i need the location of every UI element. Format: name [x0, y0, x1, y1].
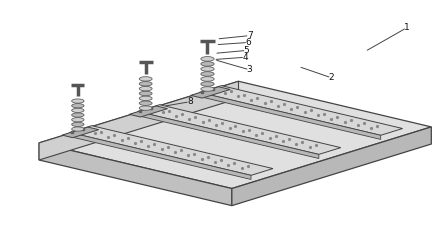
- Text: 7: 7: [247, 31, 252, 40]
- Ellipse shape: [139, 82, 152, 86]
- Text: 6: 6: [245, 38, 251, 47]
- Polygon shape: [39, 143, 232, 206]
- Polygon shape: [70, 126, 273, 175]
- Ellipse shape: [201, 57, 214, 61]
- Text: 3: 3: [247, 65, 252, 74]
- Ellipse shape: [72, 127, 84, 131]
- Ellipse shape: [72, 99, 84, 103]
- Ellipse shape: [72, 108, 84, 112]
- Polygon shape: [232, 127, 431, 206]
- Polygon shape: [39, 81, 239, 160]
- Ellipse shape: [72, 113, 84, 117]
- Text: 1: 1: [404, 23, 410, 32]
- Ellipse shape: [139, 96, 152, 100]
- Ellipse shape: [201, 67, 214, 71]
- Ellipse shape: [139, 101, 152, 105]
- Polygon shape: [70, 132, 251, 179]
- Text: 5: 5: [244, 46, 249, 55]
- Text: 4: 4: [242, 53, 248, 62]
- Ellipse shape: [72, 104, 84, 108]
- Polygon shape: [199, 92, 380, 139]
- Ellipse shape: [72, 122, 84, 127]
- Polygon shape: [138, 105, 341, 154]
- Text: 8: 8: [187, 97, 193, 106]
- Ellipse shape: [201, 62, 214, 66]
- Polygon shape: [138, 112, 319, 158]
- Text: 2: 2: [329, 73, 334, 82]
- Polygon shape: [39, 81, 431, 188]
- Polygon shape: [129, 106, 168, 117]
- Polygon shape: [62, 127, 99, 138]
- Ellipse shape: [201, 87, 214, 91]
- Ellipse shape: [139, 91, 152, 96]
- Ellipse shape: [139, 86, 152, 91]
- Ellipse shape: [201, 82, 214, 86]
- Ellipse shape: [72, 118, 84, 122]
- Ellipse shape: [139, 77, 152, 81]
- Polygon shape: [190, 87, 230, 98]
- Ellipse shape: [201, 72, 214, 76]
- Ellipse shape: [201, 77, 214, 81]
- Polygon shape: [199, 86, 403, 135]
- Ellipse shape: [139, 106, 152, 110]
